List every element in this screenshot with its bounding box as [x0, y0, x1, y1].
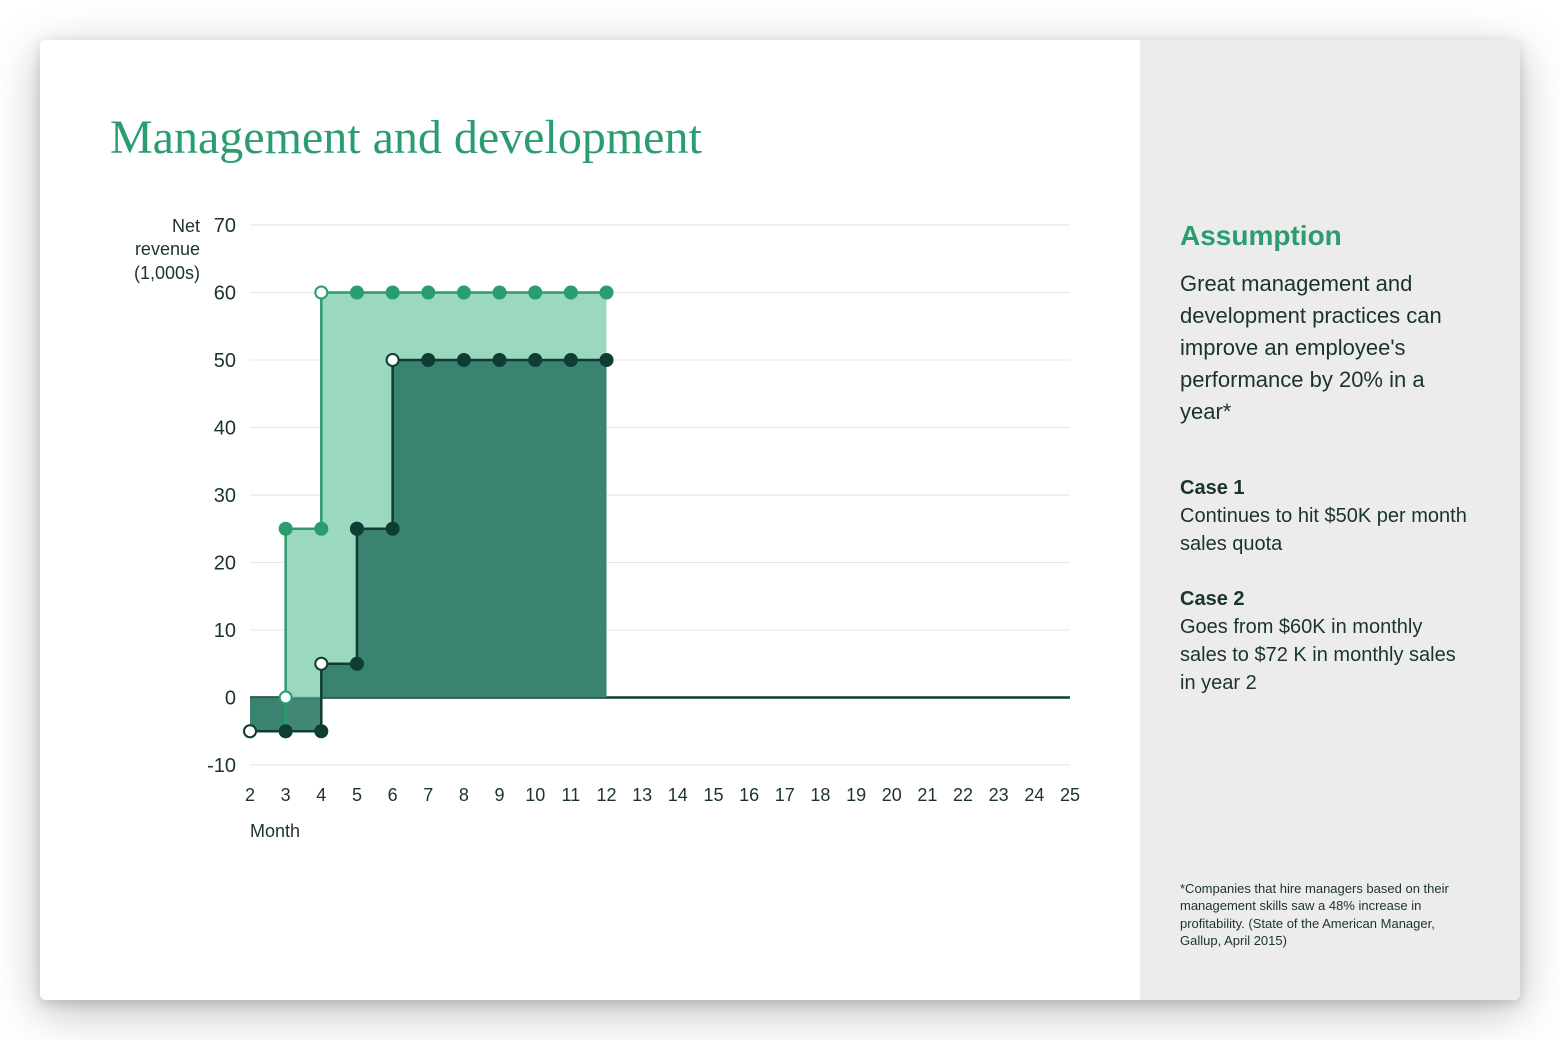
svg-text:15: 15 [703, 785, 723, 805]
case2-text: Goes from $60K in monthly sales to $72 K… [1180, 613, 1470, 697]
svg-text:9: 9 [495, 785, 505, 805]
svg-text:5: 5 [352, 785, 362, 805]
svg-text:19: 19 [846, 785, 866, 805]
svg-text:20: 20 [214, 553, 236, 575]
svg-text:21: 21 [917, 785, 937, 805]
slide-title: Management and development [110, 110, 1090, 165]
svg-text:6: 6 [388, 785, 398, 805]
case1-heading: Case 1 [1180, 477, 1470, 500]
svg-text:7: 7 [423, 785, 433, 805]
case1-text: Continues to hit $50K per month sales qu… [1180, 502, 1470, 558]
svg-text:40: 40 [214, 418, 236, 440]
svg-text:60: 60 [214, 283, 236, 305]
svg-text:11: 11 [562, 785, 581, 805]
svg-text:10: 10 [525, 785, 545, 805]
svg-text:24: 24 [1024, 785, 1044, 805]
main-panel: Management and development Net revenue (… [40, 40, 1140, 1000]
svg-text:4: 4 [316, 785, 326, 805]
svg-text:50: 50 [214, 350, 236, 372]
slide-card: Management and development Net revenue (… [40, 40, 1520, 1000]
svg-text:22: 22 [953, 785, 973, 805]
svg-text:13: 13 [632, 785, 652, 805]
svg-text:23: 23 [989, 785, 1009, 805]
footnote-text: *Companies that hire managers based on t… [1180, 880, 1470, 950]
svg-text:12: 12 [597, 785, 617, 805]
y-axis-label: Net revenue (1,000s) [110, 215, 200, 285]
case2-heading: Case 2 [1180, 588, 1470, 611]
step-area-chart: -100102030405060702345678910111213141516… [110, 215, 1090, 855]
assumption-text: Great management and development practic… [1180, 268, 1470, 427]
assumption-heading: Assumption [1180, 220, 1470, 252]
svg-text:30: 30 [214, 485, 236, 507]
chart-container: Net revenue (1,000s) -10 0 10 20 30 40 50 60 70 2… [110, 215, 1090, 950]
svg-text:18: 18 [810, 785, 830, 805]
svg-text:14: 14 [668, 785, 688, 805]
svg-text:10: 10 [214, 620, 236, 642]
svg-text:20: 20 [882, 785, 902, 805]
svg-text:-10: -10 [207, 755, 236, 777]
svg-text:0: 0 [225, 688, 236, 710]
svg-text:70: 70 [214, 215, 236, 237]
svg-text:8: 8 [459, 785, 469, 805]
svg-text:3: 3 [281, 785, 291, 805]
x-axis-label: Month [250, 821, 300, 842]
svg-text:25: 25 [1060, 785, 1080, 805]
svg-text:17: 17 [775, 785, 795, 805]
svg-text:16: 16 [739, 785, 759, 805]
sidebar-panel: Assumption Great management and developm… [1140, 40, 1520, 1000]
svg-text:2: 2 [245, 785, 255, 805]
